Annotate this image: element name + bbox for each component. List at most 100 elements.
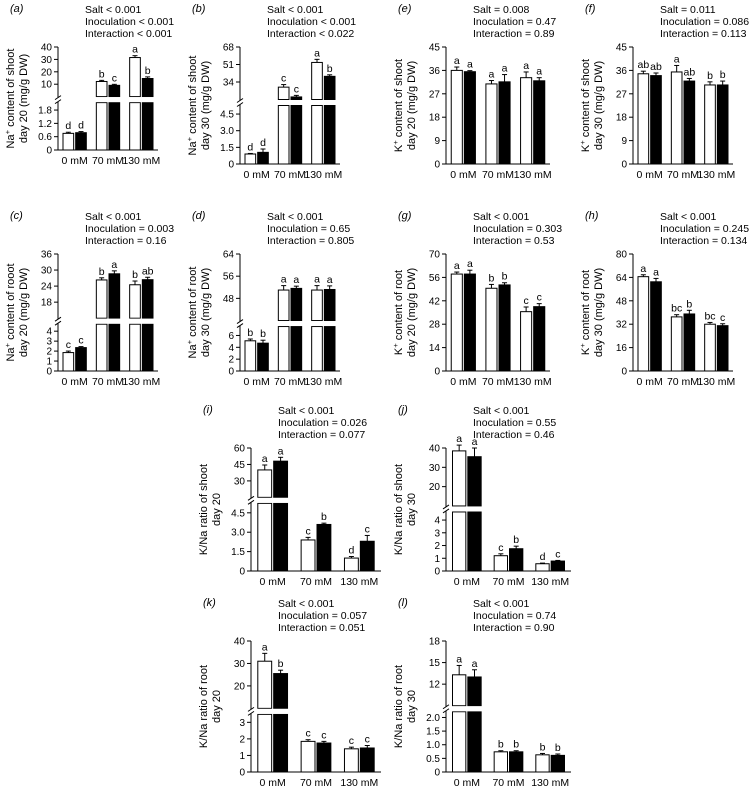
bar [129,323,141,372]
y-axis-label: day 20 [211,493,223,526]
stats-line: Inoculation = 0.303 [473,223,562,235]
y-tick-label: 4 [46,327,52,338]
axis-break-mark [236,323,244,328]
bar [493,555,508,572]
y-tick-label: 30 [41,266,53,277]
y-tick-label: 9 [621,136,627,147]
bar [95,102,108,151]
significance-letter: a [472,658,478,670]
x-tick-label: 0 mM [637,169,663,181]
y-tick-label: 18 [429,637,441,648]
bar-break-gap [310,321,324,327]
bar [108,84,121,98]
bar [244,340,257,372]
bar [520,77,533,165]
stats-line: Salt = 0.008 [473,4,529,16]
axis-break-mark [247,495,255,501]
y-axis-label: Na+ content of root [185,267,200,359]
y-tick-label: 1.8 [38,106,52,117]
panel-label: (a) [10,3,24,15]
axis-break-mark [247,710,255,716]
x-tick-label: 130 mM [304,376,342,388]
bar [323,75,336,100]
y-tick-label: 32 [616,320,628,331]
x-tick-label: 0 mM [244,376,270,388]
significance-letter: a [467,59,473,71]
bar [62,352,75,372]
significance-letter: bc [704,310,715,322]
bar-break-gap [108,318,121,324]
bar [141,279,154,319]
bar [535,563,550,572]
bar [316,523,332,572]
bar [323,105,336,165]
bar-break-gap [128,97,142,103]
stats-line: Salt < 0.001 [473,405,529,417]
x-tick-label: 130 mM [122,376,160,388]
y-tick-label: 0 [434,367,440,378]
significance-letter: b [278,658,284,670]
bar-break-gap [310,100,324,105]
significance-letter: a [489,69,495,81]
significance-letter: a [640,263,646,275]
y-tick-label: 45 [234,460,246,471]
y-axis-label: K+ content of shoot [391,59,406,152]
y-tick-label: 70 [429,250,441,261]
stats-line: Inoculation = 0.74 [473,610,556,622]
bar [704,84,716,165]
axis-break-mark [442,704,450,710]
bar [535,754,550,773]
significance-letter: b [498,739,504,751]
bar [290,287,303,322]
bar [300,740,316,773]
x-tick-label: 0 mM [260,777,286,789]
x-tick-label: 130 mM [697,376,735,388]
significance-letter: b [327,63,333,75]
axis-break-mark [442,708,450,714]
y-tick-label: 56 [223,272,235,283]
bar [343,557,359,572]
significance-letter: b [513,534,519,546]
bar [683,313,696,372]
significance-letter: a [523,60,529,72]
bar [637,276,650,372]
bar [257,469,273,498]
bar-break-gap [272,708,289,714]
panel-label: (b) [192,3,206,15]
bar [316,742,332,773]
bar [520,311,533,372]
stats-line: Inoculation = 0.47 [473,16,556,28]
bar [485,287,498,372]
bar [683,80,696,165]
stats-line: Interaction = 0.53 [473,235,555,247]
y-tick-label: 6 [228,331,234,342]
bar-break-gap [323,321,336,327]
y-tick-label: 45 [616,43,628,54]
y-axis-label: Na+ content of rooot [3,263,18,361]
stats-line: Inoculation < 0.001 [267,16,356,28]
y-tick-label: 3.0 [231,528,245,539]
bar [452,450,467,507]
panel-label: (f) [585,3,596,15]
significance-letter: b [707,70,713,82]
y-tick-label: 0 [434,160,440,171]
significance-letter: b [260,328,266,340]
bar [509,751,524,773]
significance-letter: b [555,742,561,754]
stats-line: Salt < 0.001 [85,4,141,16]
significance-letter: c [281,73,286,85]
stats-line: Salt < 0.001 [267,4,323,16]
significance-letter: a [502,63,508,75]
axis-break-mark [236,98,244,103]
panel-label: (i) [203,404,213,416]
bar [62,132,75,151]
bar [323,288,336,322]
panel-label: (k) [203,597,216,609]
y-axis-label: day 30 (mg/g DW) [593,268,605,357]
bar [533,80,546,165]
significance-letter: c [498,542,503,554]
x-tick-label: 130 mM [531,777,569,789]
